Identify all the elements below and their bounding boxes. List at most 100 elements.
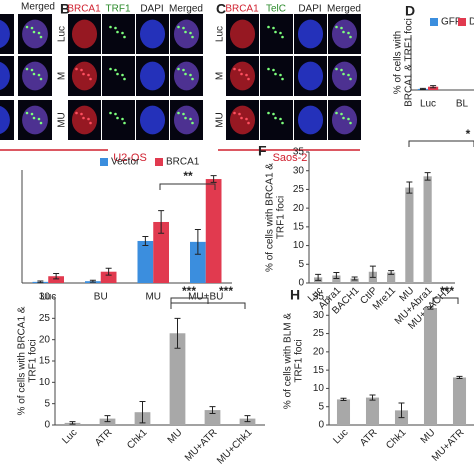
focus [245,117,248,121]
bar [423,307,438,425]
focus [349,121,352,125]
x-tick-label: MU+ATR [183,427,220,464]
panel-letter: C [216,1,226,17]
error-bar [142,235,149,246]
column-label: Merged [327,4,361,15]
error-bar [388,270,395,275]
focus [80,112,83,116]
nucleus [173,105,200,135]
focus [89,77,92,81]
error-bar [398,402,405,419]
error-bar [104,415,111,423]
focus [267,25,270,29]
focus [272,68,275,72]
focus [189,117,192,121]
nucleus [0,105,10,135]
bar [336,399,351,425]
column-label: DAPI [140,4,163,15]
column-label: DAPI [298,4,321,15]
focus [267,111,270,115]
bar [350,278,359,283]
focus [182,112,185,116]
focus [274,116,277,120]
focus [114,68,117,72]
y-tick-label: 20 [313,346,325,357]
legend-label: GFP [441,17,462,28]
bar [365,397,380,425]
column-label: Merged [169,4,203,15]
focus [335,111,338,115]
row-label: M [57,72,68,80]
panel-letter: F [258,143,267,159]
focus [80,68,83,72]
focus [37,31,41,35]
error-bar [37,280,44,284]
focus [272,26,275,30]
focus [342,116,345,120]
error-bar [139,401,146,424]
focus [189,73,192,77]
focus [116,30,119,34]
focus [233,111,236,115]
bar [452,377,467,425]
x-tick-label: Luc [60,427,79,446]
y-tick-label: 5 [318,401,324,412]
focus [109,111,112,115]
row-label: MU [57,112,68,128]
focus [238,112,241,116]
focus [37,73,41,77]
focus [32,30,36,34]
focus [39,35,43,39]
focus [123,35,126,39]
panel-letter: D [405,3,415,19]
error-bar [406,181,413,194]
column-label: TRF1 [106,4,131,15]
bar [428,86,439,90]
error-bar [174,317,181,349]
focus [347,31,350,35]
bar [204,410,221,425]
annotation: * [466,127,471,141]
focus [335,25,338,29]
focus [184,30,187,34]
error-bar [427,306,434,310]
cell-line: U2-OS [113,152,147,164]
bar [332,275,341,283]
focus [342,30,345,34]
bracket [159,183,216,190]
nucleus [22,105,48,135]
bracket [432,297,459,304]
nucleus [139,61,166,91]
micrograph [102,14,135,54]
focus [30,26,34,30]
y-tick-label: 15 [313,365,325,376]
focus [89,121,92,125]
bracket [170,297,209,304]
error-bar [210,175,217,183]
x-tick-label: Luc [331,427,350,446]
focus [30,112,34,116]
bar [169,333,186,425]
legend-label: DAP [469,17,474,28]
focus [32,72,36,76]
nucleus [331,105,358,135]
legend-label: BRCA1 [166,157,200,168]
focus [75,111,78,115]
bar [153,221,169,283]
y-tick-label: 30 [313,310,325,321]
error-bar [105,267,112,276]
nucleus [297,105,324,135]
focus [189,31,192,35]
nucleus [71,19,98,49]
focus [281,77,284,81]
error-bar [69,421,76,425]
focus [25,25,29,29]
focus [123,121,126,125]
panel-letter: B [60,1,70,17]
x-tick-label: ATR [93,427,114,448]
focus [191,77,194,81]
nucleus [229,105,256,135]
bar [423,176,432,283]
x-tick-label: MU+ATR [430,427,467,464]
